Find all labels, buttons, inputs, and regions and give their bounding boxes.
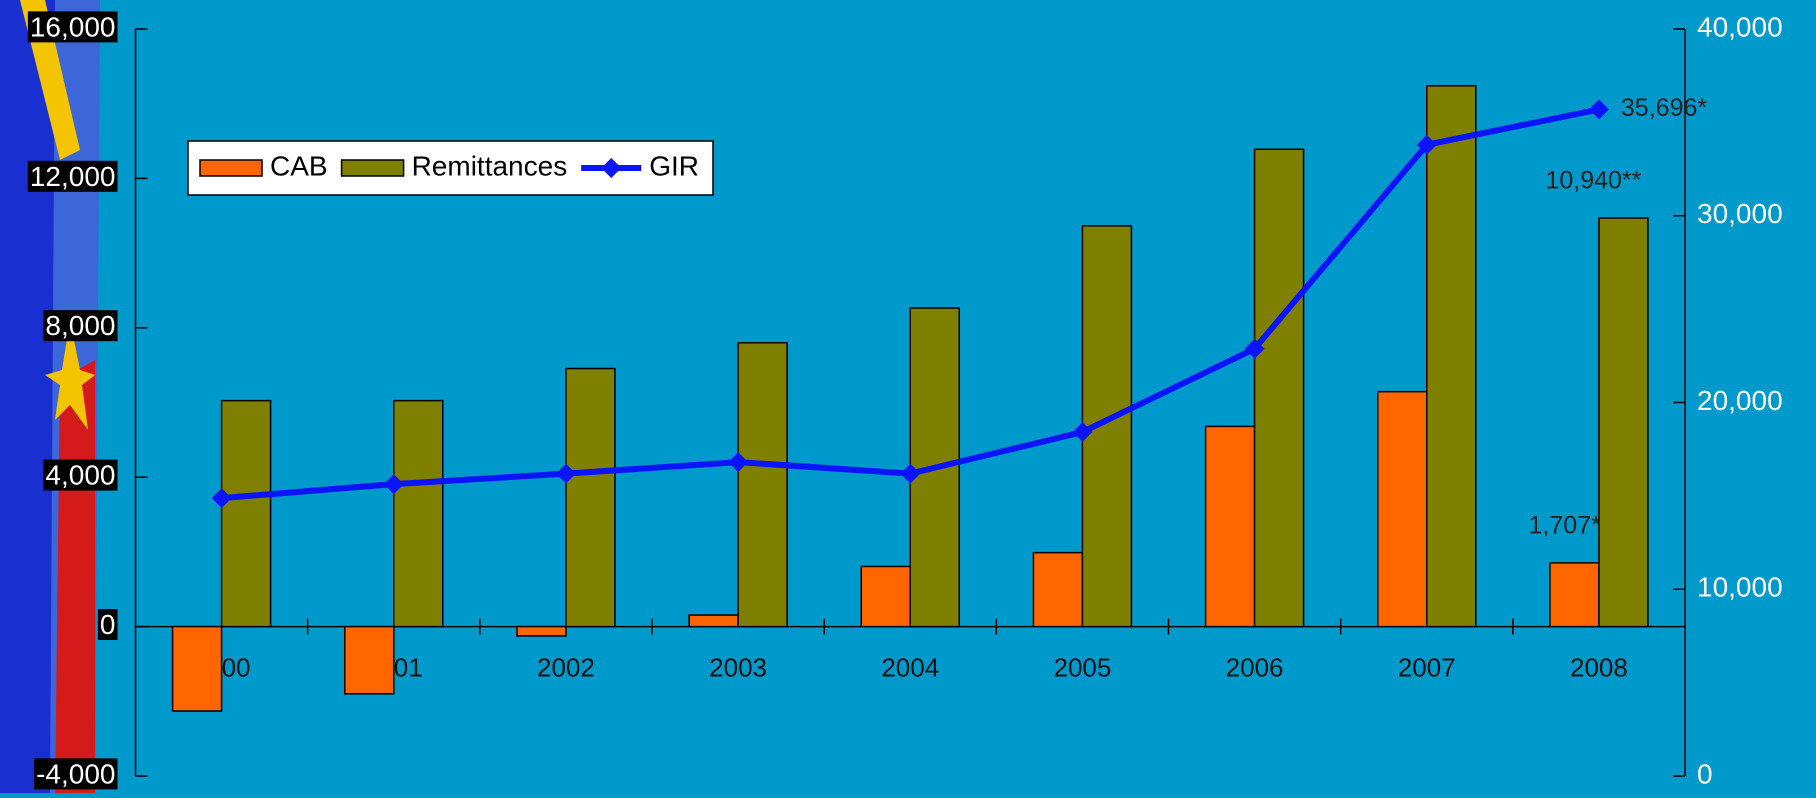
bar [344, 625, 395, 695]
flag-decoration [0, 0, 100, 793]
marker [900, 463, 921, 484]
x-tick-label: 2008 [1570, 652, 1628, 682]
y-tick-label-bg [27, 160, 118, 192]
x-tick-label: 2005 [1053, 652, 1111, 682]
y-tick-label-bg [43, 459, 118, 491]
y-tick-label: 4,000 [45, 460, 115, 491]
bar [737, 341, 788, 628]
y2-tick-label: 40,000 [1697, 11, 1783, 42]
x-tick-label: 2002 [537, 652, 595, 682]
x-tick-label: 2006 [1226, 652, 1284, 682]
bar [1598, 217, 1649, 628]
x-tick-label: 2003 [709, 652, 767, 682]
marker [1072, 422, 1093, 443]
y-tick-label: 12,000 [30, 161, 116, 192]
legend-label: GIR [649, 150, 699, 181]
marker [1416, 134, 1437, 155]
marker [1588, 99, 1609, 120]
y2-tick-label: 10,000 [1697, 572, 1783, 603]
y-tick-label-bg [27, 11, 118, 43]
legend: CAB Remittances GIR [187, 140, 714, 196]
y-tick-label: 0 [100, 609, 116, 640]
x-tick-label: 2004 [881, 652, 939, 682]
bar [1426, 85, 1477, 628]
bar [688, 614, 739, 628]
y2-tick-label: 30,000 [1697, 198, 1783, 229]
data-label: 10,940** [1545, 167, 1641, 195]
legend-label: CAB [270, 150, 328, 181]
marker [211, 488, 232, 509]
y-tick-label-bg [43, 310, 118, 342]
data-label: 35,696* [1621, 94, 1707, 122]
y-tick-label: 8,000 [45, 310, 115, 341]
bar [1032, 551, 1084, 628]
bar [1549, 562, 1600, 628]
legend-label: Remittances [412, 150, 568, 181]
marker [728, 452, 749, 473]
bar [1253, 148, 1305, 628]
y2-tick-label: 0 [1697, 758, 1713, 789]
marker [383, 474, 404, 495]
bar [860, 565, 911, 628]
bar [1204, 425, 1256, 628]
bar [1377, 390, 1428, 628]
marker [555, 463, 576, 484]
y-tick-label-bg [34, 758, 118, 790]
bar [220, 399, 272, 628]
legend-swatch [199, 159, 263, 177]
y-tick-label: -4,000 [36, 758, 115, 789]
bar [171, 625, 223, 712]
bar [565, 367, 616, 628]
bar [393, 399, 444, 628]
x-tick-label: 2007 [1398, 652, 1456, 682]
y-tick-label-bg [97, 608, 118, 640]
legend-swatch-marker [601, 158, 622, 178]
legend-swatch [340, 159, 405, 177]
y2-tick-label: 20,000 [1697, 385, 1783, 416]
y-tick-label: 16,000 [30, 11, 116, 42]
marker [1244, 338, 1265, 359]
bar [516, 625, 567, 637]
